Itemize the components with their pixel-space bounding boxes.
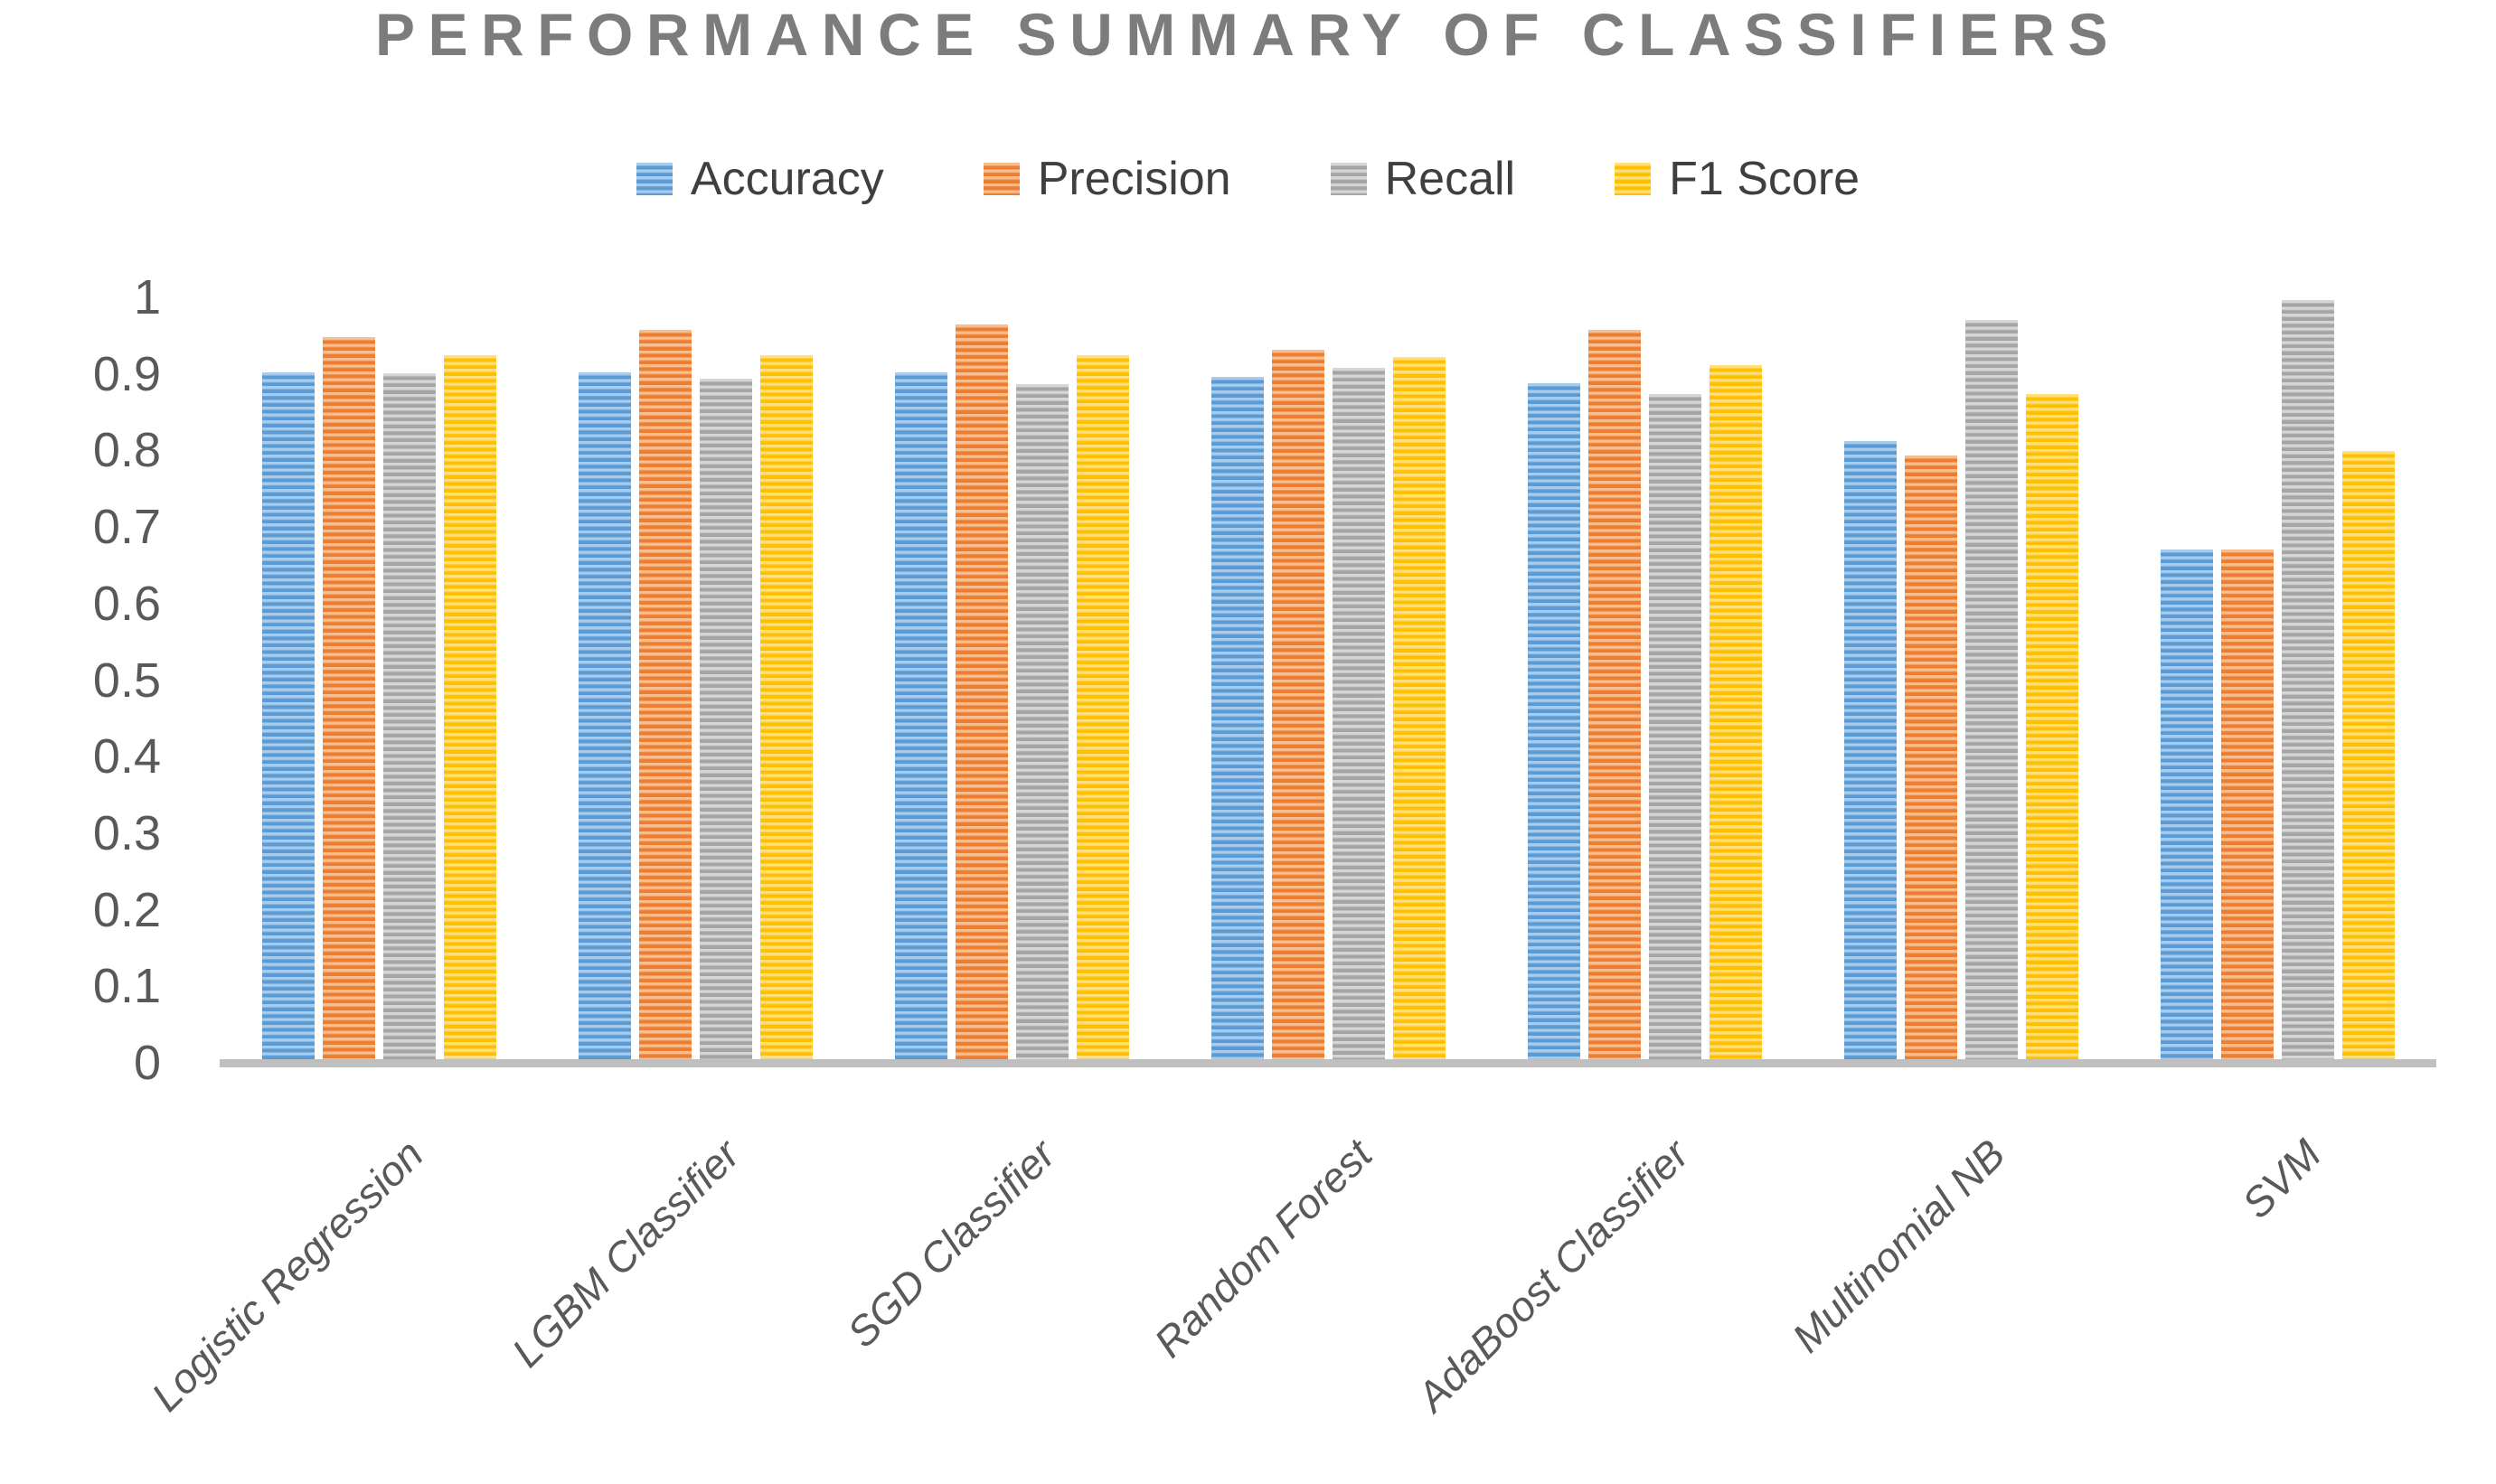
bar-accuracy-lgbm-classifier	[579, 372, 631, 1059]
legend-swatch-precision	[983, 163, 1020, 195]
legend-item-f1-score: F1 Score	[1615, 152, 1860, 206]
x-label-slot-logistic-regression: Logistic Regression	[142, 1130, 538, 1421]
bar-accuracy-adaboost-classifier	[1528, 383, 1580, 1059]
bar-precision-lgbm-classifier	[639, 330, 692, 1059]
y-tick-label-0.3: 0.3	[92, 806, 161, 860]
legend-label-accuracy: Accuracy	[690, 153, 884, 205]
bar-recall-sgd-classifier	[1016, 384, 1069, 1059]
legend-label-recall: Recall	[1384, 153, 1516, 205]
x-label-svm: SVM	[2233, 1130, 2331, 1227]
x-label-slot-sgd-classifier: SGD Classifier	[838, 1130, 1171, 1357]
x-label-logistic-regression: Logistic Regression	[141, 1130, 432, 1421]
y-tick-label-0.6: 0.6	[92, 577, 161, 631]
bar-recall-svm	[2282, 300, 2334, 1059]
bar-accuracy-logistic-regression	[262, 372, 315, 1059]
bar-f1-score-sgd-classifier	[1077, 355, 1129, 1059]
bar-recall-multinomial-nb	[1965, 320, 2018, 1059]
bar-accuracy-random-forest	[1211, 377, 1264, 1059]
legend-item-recall: Recall	[1330, 152, 1516, 206]
bar-f1-score-svm	[2342, 451, 2395, 1059]
y-tick-label-0.9: 0.9	[92, 347, 161, 401]
x-label-multinomial-nb: Multinomial NB	[1782, 1130, 2014, 1362]
x-label-random-forest: Random Forest	[1144, 1130, 1381, 1367]
bar-recall-lgbm-classifier	[700, 379, 752, 1059]
legend-swatch-accuracy	[636, 163, 673, 195]
legend-label-f1-score: F1 Score	[1669, 153, 1860, 205]
bar-f1-score-random-forest	[1393, 357, 1446, 1059]
y-tick-label-0.2: 0.2	[92, 883, 161, 937]
bar-accuracy-svm	[2161, 549, 2213, 1059]
legend-item-precision: Precision	[983, 152, 1231, 206]
y-tick-label-1: 1	[133, 270, 161, 324]
bar-precision-logistic-regression	[323, 337, 375, 1059]
y-tick-label-0.5: 0.5	[92, 653, 161, 708]
bar-recall-random-forest	[1333, 368, 1385, 1059]
bar-f1-score-adaboost-classifier	[1710, 365, 1762, 1059]
x-label-lgbm-classifier: LGBM Classifier	[502, 1130, 749, 1376]
x-label-slot-adaboost-classifier: AdaBoost Classifier	[1408, 1130, 1804, 1421]
legend-item-accuracy: Accuracy	[636, 152, 884, 206]
legend-swatch-recall	[1330, 163, 1367, 195]
y-tick-label-0.8: 0.8	[92, 423, 161, 477]
bar-precision-svm	[2221, 549, 2274, 1059]
x-label-slot-svm: SVM	[2120, 1130, 2436, 1227]
y-tick-label-0: 0	[133, 1036, 161, 1090]
y-tick-label-0.1: 0.1	[92, 959, 161, 1013]
chart-title: PERFORMANCE SUMMARY OF CLASSIFIERS	[374, 1, 2122, 68]
bar-precision-random-forest	[1272, 350, 1324, 1059]
bar-recall-adaboost-classifier	[1649, 394, 1701, 1059]
bar-f1-score-lgbm-classifier	[760, 355, 813, 1059]
bar-recall-logistic-regression	[383, 373, 436, 1059]
bar-accuracy-multinomial-nb	[1844, 441, 1897, 1059]
bar-accuracy-sgd-classifier	[895, 372, 947, 1059]
bar-f1-score-multinomial-nb	[2026, 394, 2078, 1059]
y-tick-label-0.4: 0.4	[92, 729, 161, 784]
x-label-slot-lgbm-classifier: LGBM Classifier	[503, 1130, 854, 1376]
legend: Accuracy Precision Recall F1 Score	[0, 152, 2496, 206]
x-label-sgd-classifier: SGD Classifier	[838, 1130, 1065, 1357]
x-label-slot-multinomial-nb: Multinomial NB	[1783, 1130, 2120, 1361]
x-label-slot-random-forest: Random Forest	[1145, 1130, 1487, 1367]
x-axis-line	[220, 1059, 2436, 1067]
legend-swatch-f1-score	[1615, 163, 1652, 195]
bar-precision-sgd-classifier	[956, 324, 1008, 1059]
bar-precision-adaboost-classifier	[1588, 330, 1641, 1059]
x-label-adaboost-classifier: AdaBoost Classifier	[1407, 1130, 1698, 1421]
y-tick-label-0.7: 0.7	[92, 500, 161, 554]
bar-f1-score-logistic-regression	[444, 355, 496, 1059]
bar-precision-multinomial-nb	[1905, 456, 1957, 1059]
legend-label-precision: Precision	[1037, 153, 1231, 205]
